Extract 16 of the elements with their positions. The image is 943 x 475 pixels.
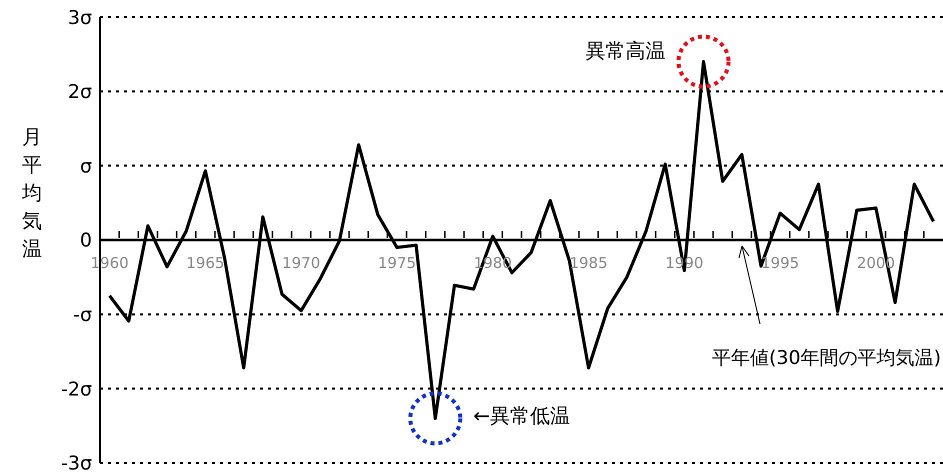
y-tick-label: σ xyxy=(80,155,92,178)
x-tick-label: 1970 xyxy=(282,254,320,272)
annotation: 平年値(30年間の平均気温) xyxy=(712,347,941,369)
y-axis-title: 月平均気温 xyxy=(21,124,42,260)
y-tick-label: -σ xyxy=(73,304,92,326)
x-tick-label: 1995 xyxy=(761,254,800,272)
x-tick-label: 1985 xyxy=(569,254,608,272)
y-tick-label: -3σ xyxy=(61,452,92,475)
annotation: ←異常低温 xyxy=(473,403,570,428)
x-tick-label: 1965 xyxy=(186,254,224,272)
y-tick-label: 3σ xyxy=(68,6,92,29)
y-tick-label: 2σ xyxy=(68,81,92,104)
y-tick-label: 0 xyxy=(80,230,92,252)
annotation: 異常高温 xyxy=(586,38,666,63)
y-tick-label: -2σ xyxy=(61,378,92,400)
x-tick-label: 1975 xyxy=(378,254,416,272)
